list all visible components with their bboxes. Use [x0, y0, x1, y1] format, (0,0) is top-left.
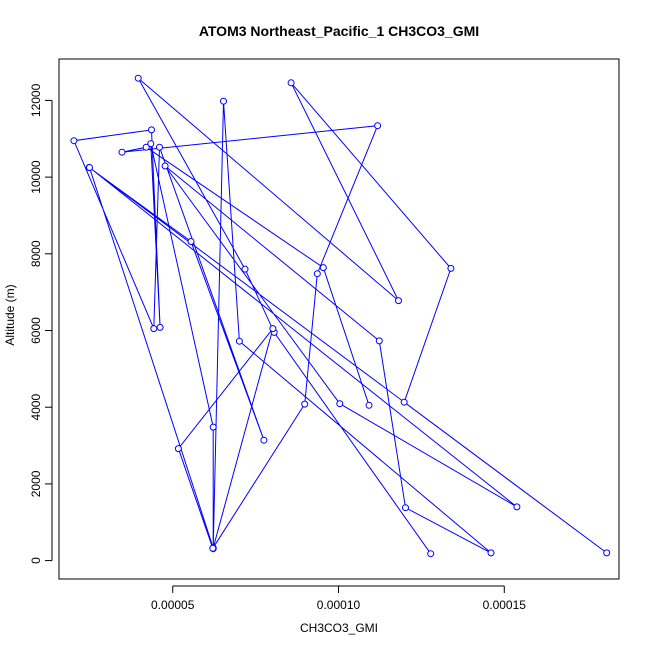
data-point — [269, 325, 277, 333]
y-tick-label: 12000 — [29, 83, 43, 117]
data-point — [86, 164, 93, 171]
data-point — [260, 436, 268, 444]
data-point — [147, 140, 155, 148]
x-tick-label: 0.00010 — [317, 598, 361, 612]
data-point — [603, 549, 611, 557]
data-point — [427, 550, 435, 558]
plot-area — [70, 74, 611, 558]
y-tick-label: 2000 — [29, 470, 43, 497]
y-tick-label: 8000 — [29, 240, 43, 267]
data-point — [365, 401, 373, 409]
data-point — [400, 398, 408, 406]
data-point — [118, 148, 126, 156]
y-tick-label: 0 — [29, 557, 43, 564]
data-point — [402, 504, 409, 512]
data-point — [70, 137, 78, 145]
chart-title: ATOM3 Northeast_Pacific_1 CH3CO3_GMI — [199, 23, 479, 39]
series-line — [73, 77, 607, 554]
data-point — [447, 264, 455, 272]
axes: 0.00005 0.00010 0.00015 0 2000 4000 6000 8000 10… — [29, 58, 620, 612]
x-axis-label: CH3CO3_GMI — [300, 621, 378, 635]
data-point — [209, 544, 217, 552]
data-point — [142, 143, 150, 151]
y-tick-label: 10000 — [29, 160, 43, 194]
y-axis-label: Altitude (m) — [3, 284, 17, 345]
data-point — [336, 400, 344, 408]
data-point — [150, 325, 158, 333]
x-tick-label: 0.00015 — [483, 598, 527, 612]
data-point — [235, 337, 243, 345]
data-point — [375, 337, 383, 345]
data-point — [287, 79, 295, 87]
data-point — [241, 265, 249, 273]
data-point — [487, 549, 495, 557]
data-point — [313, 270, 321, 278]
y-tick-label: 4000 — [29, 394, 43, 421]
data-point — [374, 122, 382, 130]
data-point — [148, 126, 155, 134]
data-point — [513, 503, 521, 511]
data-point — [156, 143, 163, 151]
data-point — [134, 74, 142, 82]
data-point — [161, 162, 169, 170]
data-point — [220, 97, 227, 105]
data-point — [174, 445, 182, 453]
data-point — [395, 297, 402, 305]
data-point — [319, 264, 327, 272]
data-point — [301, 400, 309, 408]
data-point — [187, 238, 195, 245]
y-tick-label: 6000 — [29, 317, 43, 344]
x-tick-label: 0.00005 — [151, 598, 195, 612]
data-point — [209, 423, 217, 431]
data-point — [156, 323, 164, 331]
plot-frame — [58, 58, 620, 580]
